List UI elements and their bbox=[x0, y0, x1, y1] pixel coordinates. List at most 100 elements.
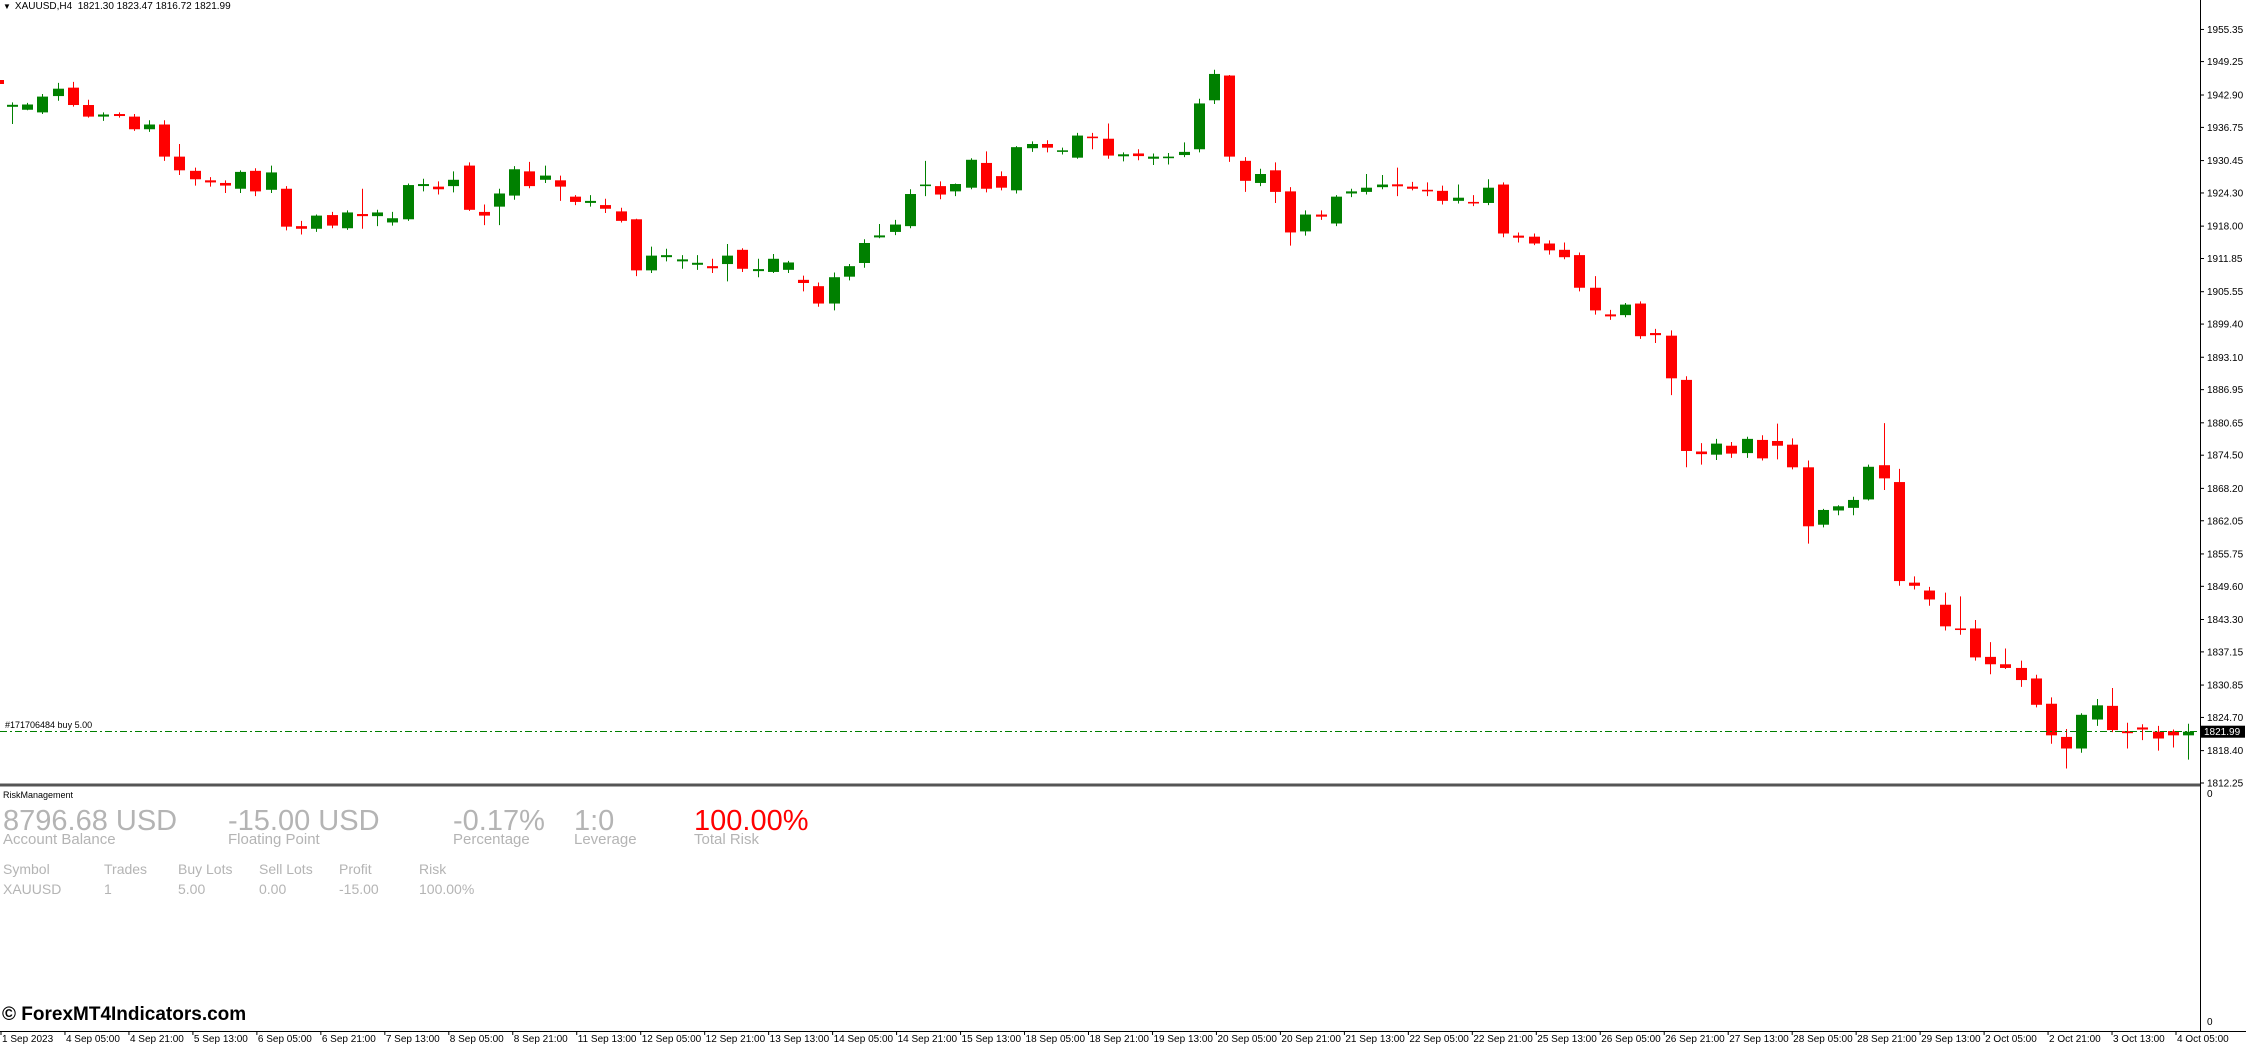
candle-body bbox=[235, 171, 246, 189]
candle-body bbox=[1894, 482, 1905, 582]
time-axis: 1 Sep 2023 4 Sep 05:00 4 Sep 21:00 5 Sep 13… bbox=[0, 1031, 2229, 1045]
candle-body bbox=[1818, 509, 1829, 525]
candle bbox=[1666, 330, 1677, 396]
candle bbox=[53, 82, 64, 101]
time-tick-label: 2 Oct 21:00 bbox=[2049, 1034, 2101, 1045]
candle-body bbox=[1300, 214, 1311, 232]
candle bbox=[2122, 722, 2133, 749]
candle-body bbox=[707, 266, 718, 269]
candle-body bbox=[1848, 499, 1859, 508]
candle bbox=[1498, 182, 1509, 238]
candle-body bbox=[1940, 604, 1951, 627]
candle-body bbox=[281, 188, 292, 227]
price-tick-label: 1905.55 bbox=[2207, 287, 2244, 298]
symbol-timeframe: XAUUSD,H4 bbox=[14, 1, 73, 12]
candle-body bbox=[205, 180, 216, 183]
candle bbox=[1133, 149, 1144, 161]
left-edge-marker bbox=[0, 80, 4, 84]
candle bbox=[1392, 167, 1403, 197]
price-tick-label: 1849.60 bbox=[2207, 582, 2244, 593]
candle-body bbox=[570, 196, 581, 202]
table-header-trades: Trades bbox=[104, 861, 148, 877]
candle-body bbox=[1240, 160, 1251, 181]
time-tick-label: 6 Sep 05:00 bbox=[258, 1034, 312, 1045]
candle-body bbox=[464, 165, 475, 210]
time-tick-label: 22 Sep 21:00 bbox=[1473, 1034, 1533, 1045]
candle bbox=[2000, 648, 2011, 669]
candle bbox=[1787, 438, 1798, 470]
price-tick-label: 1824.70 bbox=[2207, 713, 2244, 724]
candle bbox=[372, 209, 383, 227]
price-tick-label: 1843.30 bbox=[2207, 615, 2244, 626]
candle-body bbox=[2092, 705, 2103, 720]
candle-body bbox=[1559, 249, 1570, 258]
time-tick-label: 26 Sep 21:00 bbox=[1665, 1034, 1725, 1045]
candle bbox=[1513, 232, 1524, 243]
candle bbox=[1833, 505, 1844, 516]
candle-body bbox=[144, 124, 155, 130]
candle-body bbox=[357, 214, 368, 217]
candle-body bbox=[2122, 731, 2133, 734]
table-header-symbol: Symbol bbox=[3, 861, 50, 877]
percentage-label: Percentage bbox=[453, 831, 530, 848]
price-tick-label: 1930.45 bbox=[2207, 156, 2244, 167]
time-tick-label: 28 Sep 21:00 bbox=[1857, 1034, 1917, 1045]
candle-body bbox=[2183, 731, 2194, 736]
candle bbox=[1103, 123, 1114, 159]
candle bbox=[1742, 436, 1753, 458]
account-balance-label: Account Balance bbox=[3, 831, 116, 848]
candle-body bbox=[1513, 235, 1524, 238]
table-cell-profit: -15.00 bbox=[339, 881, 379, 897]
candle-body bbox=[1194, 103, 1205, 150]
time-tick-label: 15 Sep 13:00 bbox=[962, 1034, 1022, 1045]
candle bbox=[1407, 181, 1418, 191]
candle-body bbox=[220, 182, 231, 186]
candle bbox=[2107, 687, 2118, 733]
risk-management-panel: RiskManagement 8796.68 USD Account Balan… bbox=[0, 788, 2200, 1028]
candle-body bbox=[2000, 664, 2011, 668]
candle bbox=[798, 275, 809, 292]
candle bbox=[1331, 195, 1342, 227]
candle bbox=[844, 264, 855, 281]
candle bbox=[1300, 210, 1311, 236]
ohlc-values: 1821.30 1823.47 1816.72 1821.99 bbox=[77, 1, 231, 12]
candle-body bbox=[114, 114, 125, 117]
candle-body bbox=[2107, 705, 2118, 731]
candle bbox=[190, 167, 201, 186]
candle-body bbox=[37, 96, 48, 113]
candle-body bbox=[1361, 187, 1372, 192]
candle bbox=[1163, 152, 1174, 165]
menu-arrow-icon[interactable]: ▼ bbox=[3, 2, 11, 11]
candle-body bbox=[1909, 582, 1920, 586]
candle-body bbox=[1163, 156, 1174, 159]
candle-body bbox=[1087, 136, 1098, 139]
candle-body bbox=[1270, 170, 1281, 192]
order-line-label[interactable]: #171706484 buy 5.00 bbox=[5, 720, 93, 730]
candle-body bbox=[1316, 214, 1327, 217]
candle-body bbox=[1650, 333, 1661, 336]
floating-point-label: Floating Point bbox=[228, 831, 320, 848]
candle bbox=[1772, 423, 1783, 460]
candle-body bbox=[1879, 465, 1890, 479]
candle bbox=[114, 112, 125, 118]
candle-body bbox=[1483, 187, 1494, 203]
candle-body bbox=[1620, 304, 1631, 316]
candle-body bbox=[1498, 184, 1509, 234]
candle-body bbox=[1011, 147, 1022, 191]
candle-body bbox=[1757, 439, 1768, 459]
candle-body bbox=[1924, 590, 1935, 600]
candle bbox=[1940, 592, 1951, 631]
candle bbox=[448, 171, 459, 193]
candle bbox=[966, 158, 977, 190]
candle-body bbox=[1179, 151, 1190, 156]
candle bbox=[311, 214, 322, 232]
candle-body bbox=[1681, 379, 1692, 451]
candle-body bbox=[83, 105, 94, 117]
candle bbox=[722, 244, 733, 282]
candle bbox=[555, 175, 566, 201]
leverage-value: 1:0 bbox=[574, 805, 615, 837]
table-header-risk: Risk bbox=[419, 861, 447, 877]
leverage-label: Leverage bbox=[574, 831, 637, 848]
